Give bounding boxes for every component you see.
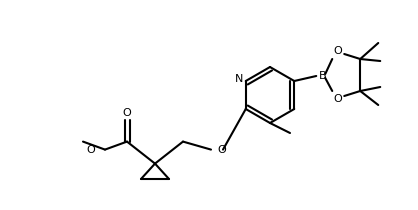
- Text: O: O: [334, 46, 343, 56]
- Text: O: O: [86, 145, 95, 155]
- Text: O: O: [217, 145, 226, 155]
- Text: B: B: [319, 71, 326, 81]
- Text: O: O: [122, 108, 131, 118]
- Text: O: O: [334, 94, 343, 104]
- Text: N: N: [234, 74, 243, 84]
